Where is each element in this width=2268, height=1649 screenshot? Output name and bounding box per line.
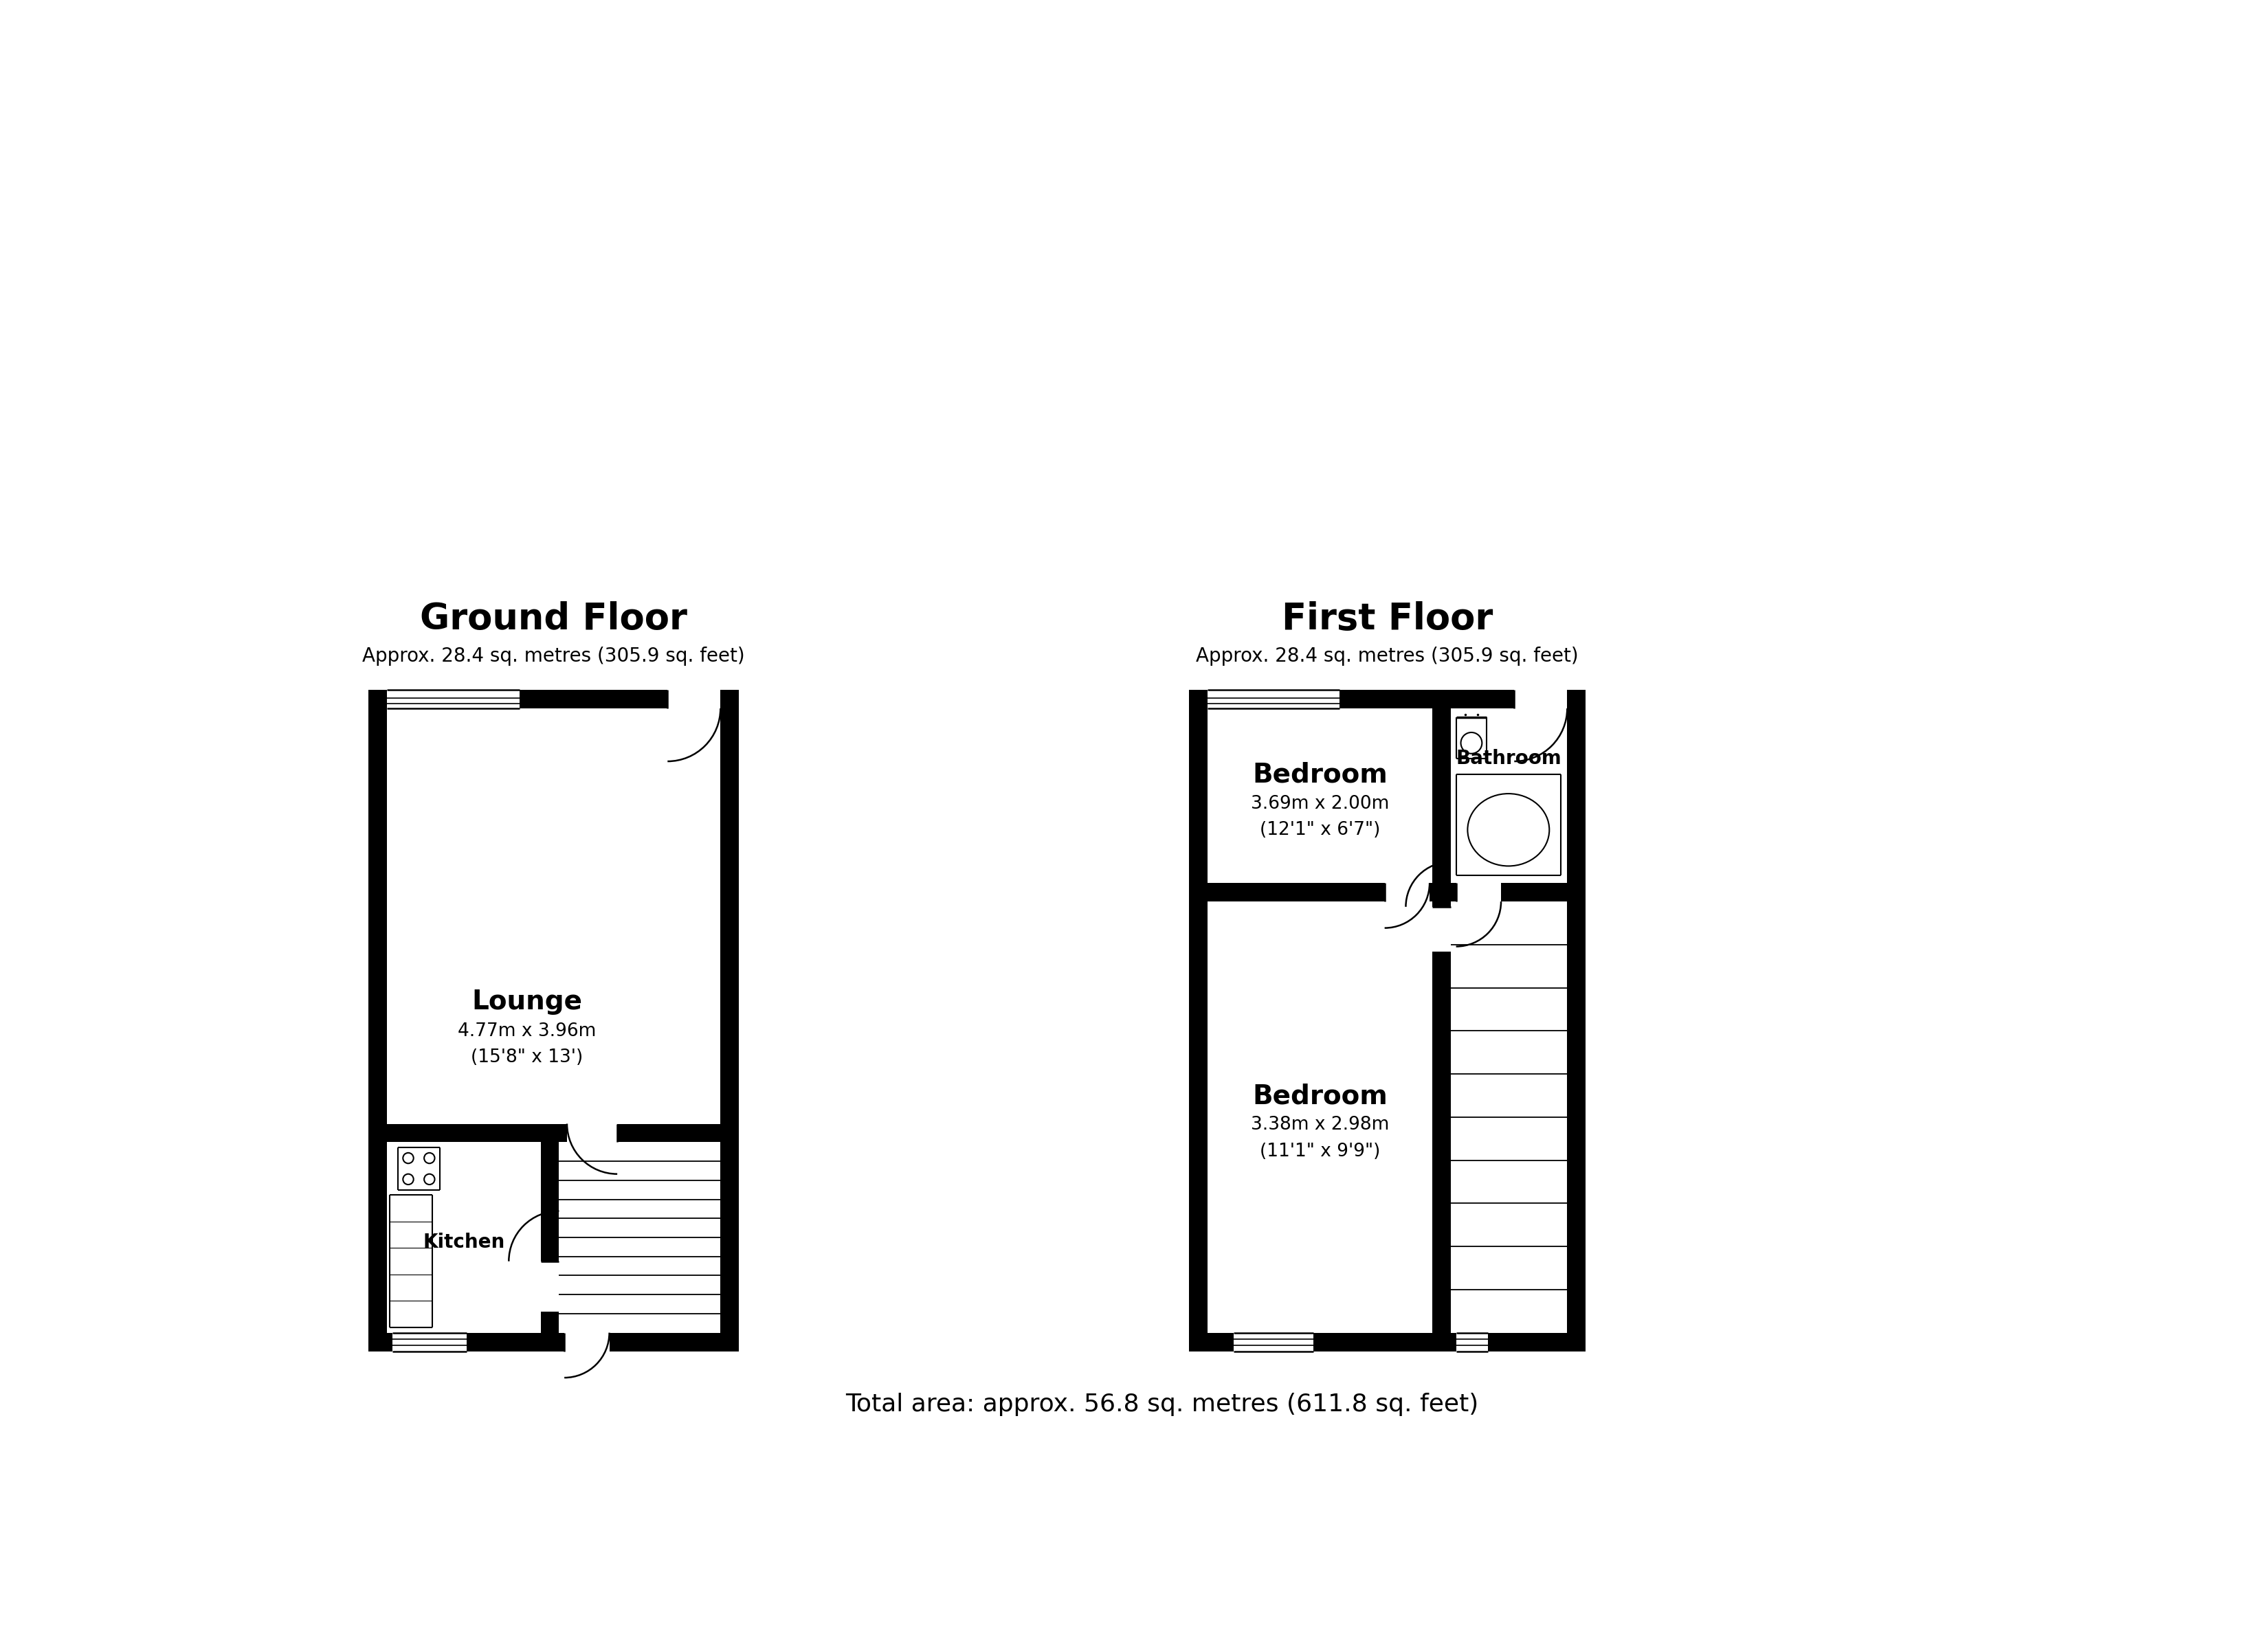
- Text: Bedroom: Bedroom: [1252, 762, 1388, 788]
- Bar: [1433, 907, 1452, 951]
- Bar: [1188, 1332, 1585, 1351]
- Bar: [519, 689, 667, 709]
- Bar: [1515, 689, 1567, 709]
- Text: (11'1" x 9'9"): (11'1" x 9'9"): [1259, 1143, 1379, 1161]
- Bar: [1567, 689, 1585, 1351]
- Bar: [1340, 689, 1515, 709]
- Bar: [1207, 689, 1340, 709]
- Bar: [565, 1332, 610, 1351]
- Text: Kitchen: Kitchen: [422, 1232, 506, 1252]
- Bar: [1188, 689, 1207, 709]
- Bar: [1383, 882, 1429, 902]
- Bar: [540, 1261, 558, 1311]
- Bar: [397, 1148, 440, 1191]
- Text: Ground Floor: Ground Floor: [420, 602, 687, 637]
- Bar: [1234, 1332, 1313, 1351]
- Text: 3.38m x 2.98m: 3.38m x 2.98m: [1250, 1116, 1388, 1135]
- Bar: [617, 1123, 721, 1143]
- Bar: [1188, 689, 1207, 1351]
- Text: Approx. 28.4 sq. metres (305.9 sq. feet): Approx. 28.4 sq. metres (305.9 sq. feet): [1195, 646, 1579, 666]
- Bar: [721, 689, 739, 1351]
- Bar: [367, 689, 388, 1351]
- Bar: [1207, 882, 1433, 902]
- Bar: [1456, 882, 1501, 902]
- Bar: [1456, 717, 1488, 759]
- Text: Bathroom: Bathroom: [1456, 749, 1563, 768]
- Text: 3.69m x 2.00m: 3.69m x 2.00m: [1250, 795, 1388, 813]
- Bar: [1456, 775, 1560, 876]
- Bar: [560, 1123, 567, 1143]
- Bar: [367, 1332, 739, 1351]
- Bar: [367, 689, 388, 709]
- Bar: [1433, 902, 1452, 1332]
- Text: First Floor: First Floor: [1281, 602, 1492, 637]
- Text: (15'8" x 13'): (15'8" x 13'): [472, 1049, 583, 1067]
- Bar: [1456, 1332, 1488, 1351]
- Text: 4.77m x 3.96m: 4.77m x 3.96m: [458, 1022, 596, 1041]
- Text: Bedroom: Bedroom: [1252, 1083, 1388, 1110]
- Bar: [1433, 709, 1452, 882]
- Bar: [388, 1123, 560, 1143]
- Bar: [390, 1196, 431, 1327]
- Bar: [388, 689, 519, 709]
- Bar: [667, 689, 721, 709]
- Bar: [392, 1332, 467, 1351]
- Text: Approx. 28.4 sq. metres (305.9 sq. feet): Approx. 28.4 sq. metres (305.9 sq. feet): [363, 646, 746, 666]
- Text: (12'1" x 6'7"): (12'1" x 6'7"): [1259, 821, 1379, 839]
- Text: Total area: approx. 56.8 sq. metres (611.8 sq. feet): Total area: approx. 56.8 sq. metres (611…: [846, 1392, 1479, 1416]
- Bar: [540, 1143, 558, 1332]
- Bar: [1433, 882, 1567, 902]
- Text: Lounge: Lounge: [472, 989, 583, 1016]
